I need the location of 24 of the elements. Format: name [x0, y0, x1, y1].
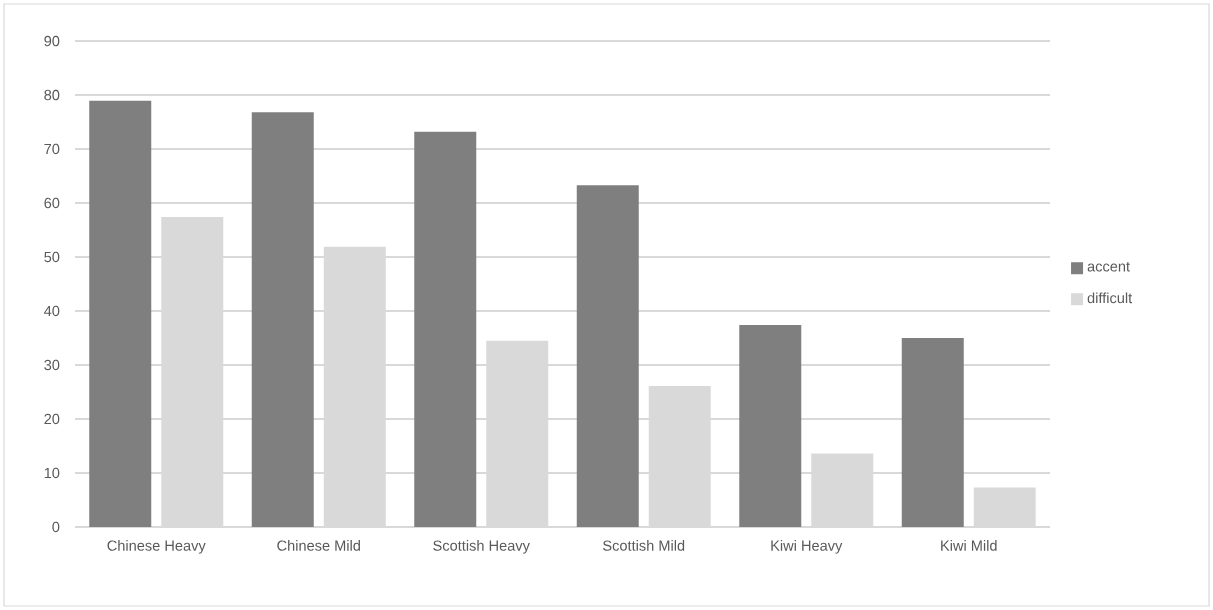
x-tick-label: Scottish Mild [603, 540, 685, 551]
y-tick-label: 10 [44, 467, 60, 479]
y-tick-label: 60 [44, 197, 60, 209]
x-tick-label: Kiwi Mild [941, 540, 997, 551]
x-tick-label: Kiwi Heavy [771, 540, 843, 554]
y-tick-label: 20 [44, 413, 60, 425]
bar [414, 131, 477, 527]
y-tick-label: 70 [44, 143, 60, 155]
y-tick-label: 90 [44, 35, 60, 47]
legend-label: accent [1087, 262, 1130, 272]
bar [739, 325, 802, 527]
y-tick-label: 40 [44, 305, 60, 317]
y-tick-label: 30 [44, 359, 60, 371]
bar [89, 100, 152, 527]
bar [901, 338, 964, 527]
y-tick-label: 80 [44, 89, 60, 101]
x-tick-label: Chinese Mild [277, 540, 360, 551]
bar [251, 112, 314, 527]
y-tick-label: 50 [44, 251, 60, 263]
bar [576, 185, 639, 527]
legend-label: difficult [1087, 292, 1133, 304]
x-tick-label: Chinese Heavy [107, 540, 206, 554]
y-tick-label: 0 [52, 521, 60, 533]
x-tick-label: Scottish Heavy [433, 540, 530, 554]
